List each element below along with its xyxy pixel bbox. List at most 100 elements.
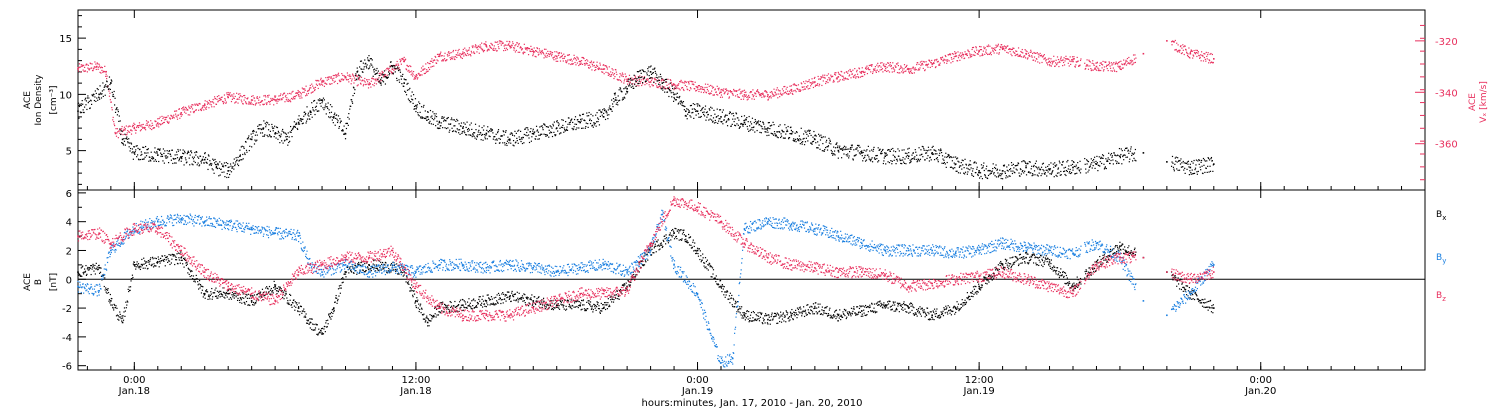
density-sample bbox=[1008, 164, 1010, 166]
density-sample bbox=[1107, 157, 1109, 159]
density-sample bbox=[154, 147, 156, 149]
velocity-sample bbox=[1021, 48, 1023, 51]
density-sample bbox=[276, 126, 279, 129]
density-sample bbox=[1202, 172, 1204, 175]
velocity-sample bbox=[990, 54, 992, 56]
velocity-sample bbox=[318, 80, 320, 82]
velocity-sample bbox=[290, 97, 293, 100]
velocity-sample bbox=[1194, 52, 1196, 54]
velocity-sample bbox=[1209, 53, 1211, 55]
density-sample bbox=[1021, 171, 1023, 173]
density-sample bbox=[509, 133, 511, 135]
density-sample bbox=[701, 107, 703, 110]
density-sample bbox=[162, 148, 165, 150]
velocity-sample bbox=[951, 58, 953, 60]
velocity-sample bbox=[188, 105, 190, 107]
velocity-sample bbox=[83, 70, 85, 73]
velocity-sample bbox=[496, 50, 498, 52]
density-sample bbox=[766, 134, 768, 137]
density-sample bbox=[805, 137, 808, 139]
velocity-sample bbox=[916, 63, 918, 66]
density-sample bbox=[970, 167, 972, 169]
density-sample bbox=[136, 156, 138, 158]
density-sample bbox=[657, 77, 659, 79]
density-sample bbox=[825, 139, 828, 141]
density-sample bbox=[152, 157, 155, 160]
density-sample bbox=[111, 80, 113, 82]
velocity-sample bbox=[702, 88, 704, 91]
velocity-sample bbox=[163, 116, 165, 118]
velocity-sample bbox=[269, 103, 271, 105]
velocity-sample bbox=[627, 77, 630, 80]
density-sample bbox=[368, 67, 371, 69]
velocity-sample bbox=[537, 51, 539, 53]
velocity-point bbox=[720, 91, 722, 94]
velocity-sample bbox=[1021, 51, 1023, 53]
density-sample bbox=[795, 138, 797, 141]
density-sample bbox=[339, 118, 341, 120]
velocity-sample bbox=[745, 91, 747, 93]
density-sample bbox=[558, 133, 561, 135]
velocity-sample bbox=[327, 76, 329, 78]
density-sample bbox=[229, 170, 231, 172]
density-sample bbox=[744, 123, 746, 125]
density-sample bbox=[1072, 161, 1075, 163]
density-point bbox=[907, 155, 910, 158]
bx-point bbox=[532, 300, 535, 302]
velocity-sample bbox=[557, 60, 559, 62]
bx-sample bbox=[107, 287, 109, 290]
density-sample bbox=[746, 116, 748, 119]
density-sample bbox=[313, 100, 315, 102]
velocity-sample bbox=[321, 84, 324, 86]
density-sample bbox=[1208, 159, 1211, 161]
density-sample bbox=[609, 105, 611, 107]
density-sample bbox=[389, 66, 391, 68]
density-sample bbox=[1110, 159, 1112, 162]
density-sample bbox=[626, 90, 628, 92]
velocity-sample bbox=[356, 85, 358, 87]
velocity-sample bbox=[192, 104, 194, 106]
density-sample bbox=[665, 81, 667, 83]
density-sample bbox=[1076, 172, 1078, 174]
density-sample bbox=[587, 126, 589, 128]
velocity-sample bbox=[839, 79, 841, 81]
density-sample bbox=[1123, 159, 1125, 161]
velocity-sample bbox=[896, 71, 899, 74]
velocity-sample bbox=[1097, 69, 1099, 72]
density-sample bbox=[736, 123, 738, 125]
density-sample bbox=[1063, 170, 1065, 173]
density-sample bbox=[916, 154, 918, 156]
velocity-sample bbox=[971, 48, 973, 51]
velocity-sample bbox=[280, 93, 282, 95]
density-sample bbox=[866, 149, 868, 151]
velocity-sample bbox=[862, 70, 864, 73]
velocity-sample bbox=[164, 116, 166, 119]
velocity-sample bbox=[657, 86, 659, 89]
density-sample bbox=[727, 119, 729, 121]
velocity-sample bbox=[334, 80, 336, 82]
velocity-sample bbox=[1126, 60, 1128, 63]
velocity-sample bbox=[404, 58, 407, 60]
density-sample bbox=[642, 82, 644, 84]
velocity-sample bbox=[441, 60, 443, 62]
velocity-sample bbox=[451, 56, 453, 58]
density-sample bbox=[1116, 162, 1118, 165]
density-sample bbox=[716, 115, 718, 118]
velocity-sample bbox=[938, 63, 940, 65]
velocity-sample bbox=[790, 85, 792, 87]
velocity-sample bbox=[951, 52, 953, 55]
bx-point bbox=[203, 292, 206, 295]
density-sample bbox=[319, 98, 321, 100]
velocity-sample bbox=[714, 89, 716, 91]
velocity-sample bbox=[983, 46, 985, 48]
velocity-sample bbox=[532, 55, 534, 57]
density-sample bbox=[1047, 171, 1049, 173]
velocity-sample bbox=[1045, 60, 1047, 62]
density-sample bbox=[732, 112, 734, 115]
velocity-sample bbox=[260, 101, 262, 103]
velocity-sample bbox=[764, 90, 766, 92]
velocity-sample bbox=[961, 52, 963, 54]
velocity-sample bbox=[338, 79, 341, 81]
density-sample bbox=[404, 90, 406, 92]
density-sample bbox=[320, 99, 322, 101]
